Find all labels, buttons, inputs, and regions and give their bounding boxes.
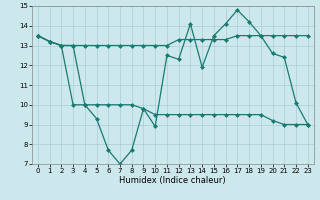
X-axis label: Humidex (Indice chaleur): Humidex (Indice chaleur) <box>119 176 226 185</box>
